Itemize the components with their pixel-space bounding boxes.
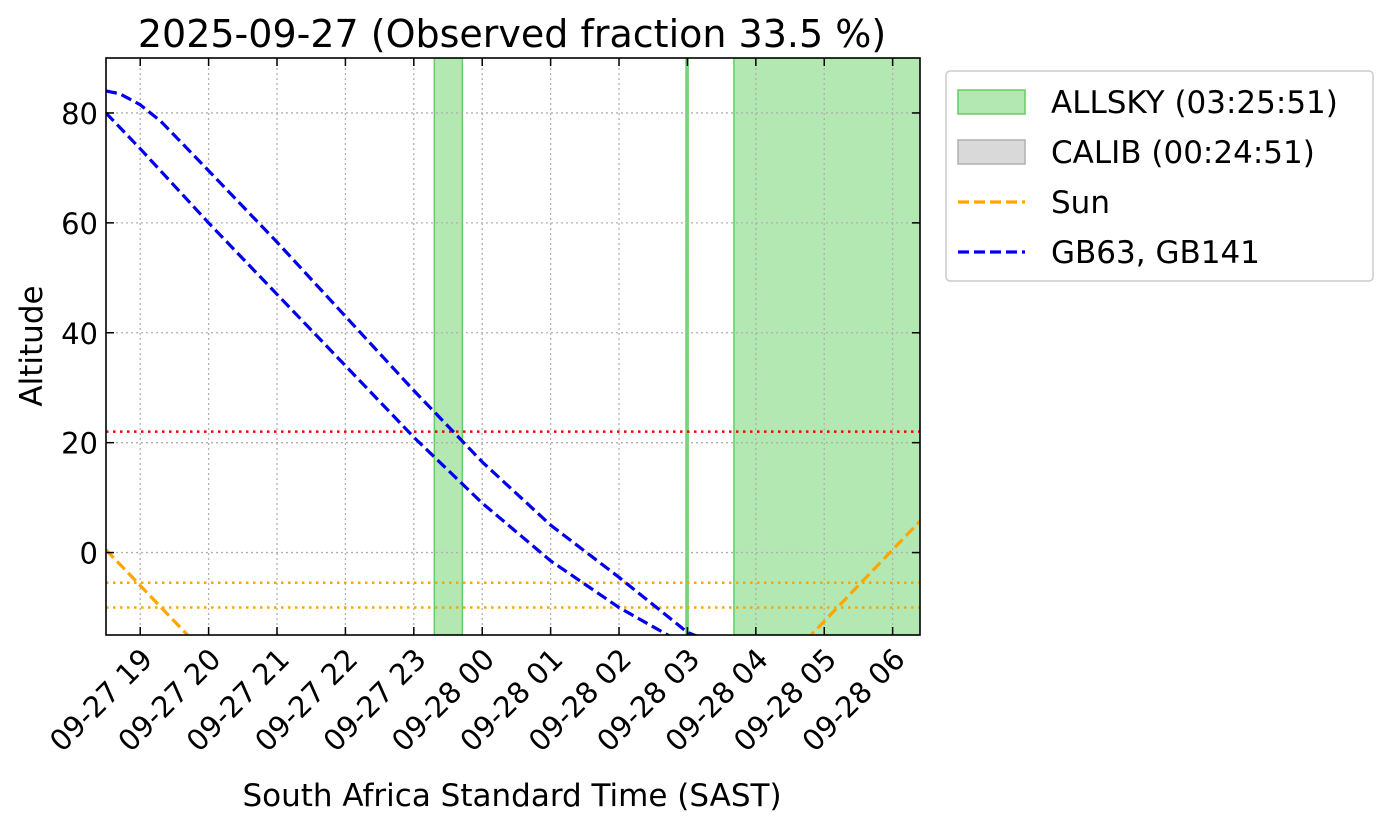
span-allsky-0 xyxy=(433,58,464,635)
legend-box xyxy=(945,70,1374,282)
chart-title: 2025-09-27 (Observed fraction 33.5 %) xyxy=(138,12,886,56)
y-tick-label: 60 xyxy=(61,207,98,241)
legend-swatch xyxy=(957,139,1026,165)
plot-frame xyxy=(105,57,921,636)
span-allsky-1 xyxy=(685,58,689,635)
legend-label: ALLSKY (03:25:51) xyxy=(1051,85,1338,121)
y-tick-label: 0 xyxy=(80,537,98,571)
legend-label: CALIB (00:24:51) xyxy=(1051,135,1315,171)
series-line-gb141 xyxy=(106,89,699,635)
y-tick-label: 40 xyxy=(61,317,98,351)
series-line-gb63 xyxy=(106,111,672,635)
legend-label: Sun xyxy=(1051,185,1110,221)
y-tick-label: 20 xyxy=(61,427,98,461)
series-line-sun xyxy=(106,520,920,635)
series-layer xyxy=(106,89,920,635)
reference-lines-layer xyxy=(106,430,920,609)
x-axis-label: South Africa Standard Time (SAST) xyxy=(242,778,781,814)
y-tick-label: 80 xyxy=(61,97,98,131)
legend-label: GB63, GB141 xyxy=(1051,235,1260,271)
shaded-spans-layer xyxy=(433,58,920,635)
legend-swatch xyxy=(957,89,1026,115)
y-axis-label: Altitude xyxy=(14,285,50,406)
span-allsky-2 xyxy=(733,58,920,635)
legend: ALLSKY (03:25:51) CALIB (00:24:51) Sun GB63… xyxy=(945,70,1374,282)
grid-layer xyxy=(106,58,920,635)
